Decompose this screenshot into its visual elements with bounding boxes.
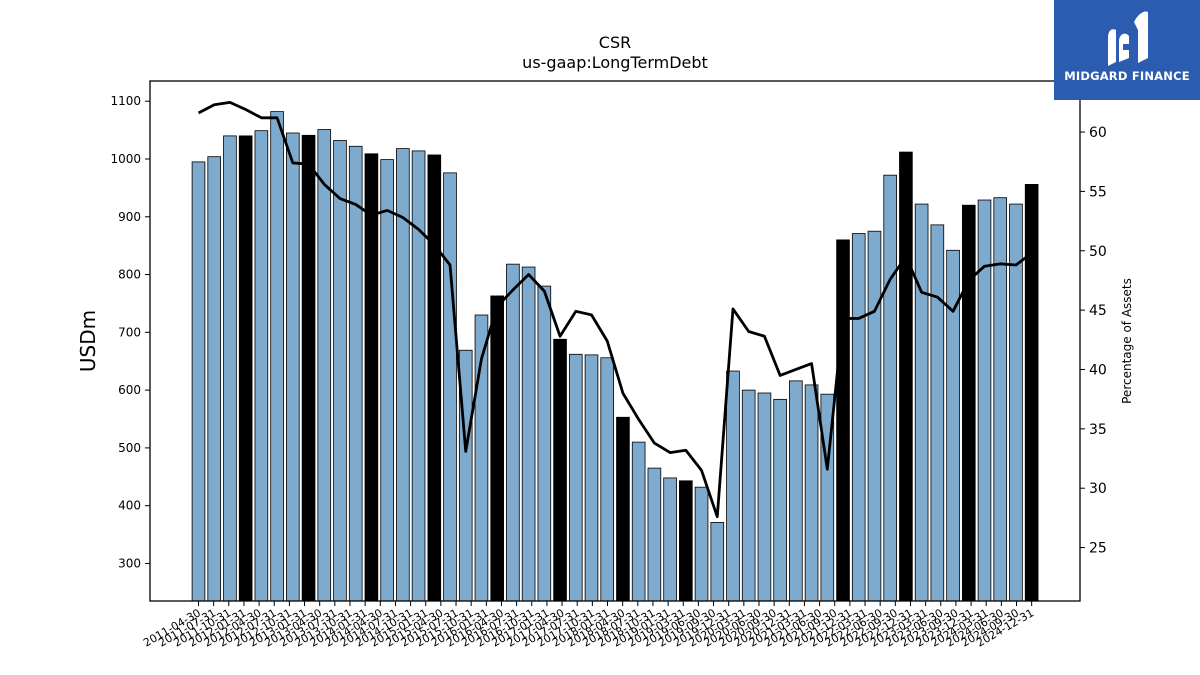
- bar: [427, 154, 442, 602]
- y-tick-label: 700: [118, 325, 141, 339]
- y-tick-label: 500: [118, 441, 141, 455]
- bar: [553, 338, 567, 602]
- x-axis: 2011-04-302011-07-312011-10-312012-01-31…: [141, 601, 1036, 650]
- bar: [568, 353, 583, 602]
- bar: [961, 204, 976, 602]
- bar: [899, 151, 913, 602]
- line-series: [197, 100, 1033, 519]
- bar-series: [191, 111, 1039, 602]
- chart-title-group: CSR us-gaap:LongTermDebt: [522, 33, 708, 72]
- bar: [207, 156, 222, 602]
- bar: [616, 416, 630, 602]
- bar: [883, 174, 897, 602]
- bar: [223, 135, 237, 602]
- chart-title: CSR: [599, 33, 631, 52]
- percentage-line: [197, 100, 1033, 519]
- y-axis-right: 25 30 35 40 45 50 55 60: [1080, 125, 1107, 557]
- bar: [584, 354, 599, 602]
- bar: [631, 441, 646, 602]
- y2-tick-label: 40: [1089, 362, 1107, 378]
- bar: [977, 199, 992, 602]
- y2-tick-label: 30: [1089, 481, 1107, 497]
- y-tick-label: 800: [118, 268, 141, 282]
- y-tick-label: 1000: [110, 152, 141, 166]
- y-tick-label: 600: [118, 383, 141, 397]
- bar: [238, 135, 253, 602]
- bar: [301, 134, 316, 602]
- y-axis-left: 300 400 500 600 700 800 900 1000 1100: [110, 94, 150, 570]
- bar: [741, 389, 756, 602]
- logo-text: MIDGARD FINANCE: [1064, 69, 1190, 83]
- y-tick-label: 300: [118, 556, 141, 570]
- bar: [851, 233, 866, 602]
- bar: [726, 370, 740, 602]
- bar: [317, 129, 332, 602]
- bar: [191, 161, 206, 602]
- bar: [443, 172, 457, 602]
- bar: [773, 398, 787, 602]
- bar: [348, 145, 363, 602]
- bar: [333, 140, 347, 602]
- bar: [867, 230, 882, 602]
- y2-tick-label: 55: [1089, 184, 1107, 200]
- y-axis-label: USDm: [76, 310, 100, 372]
- y-tick-label: 900: [118, 210, 141, 224]
- bar: [286, 132, 300, 602]
- bar: [490, 295, 504, 602]
- y-tick-label: 400: [118, 499, 141, 513]
- bar: [679, 480, 693, 602]
- brand-logo: MIDGARD FINANCE: [1054, 0, 1200, 100]
- bar: [647, 467, 662, 602]
- y2-tick-label: 35: [1089, 422, 1107, 438]
- midgard-finance-logo-icon: [1054, 0, 1200, 100]
- bar: [254, 130, 269, 602]
- bar: [930, 224, 945, 602]
- bar: [521, 266, 536, 602]
- y-tick-label: 1100: [110, 94, 141, 108]
- bar: [411, 150, 426, 602]
- bar: [537, 285, 552, 602]
- bar: [600, 357, 615, 602]
- plot-frame: [149, 80, 1081, 602]
- bar: [364, 153, 379, 602]
- bar: [804, 384, 819, 602]
- bar: [710, 522, 725, 602]
- bar: [663, 477, 677, 602]
- y2-axis-label: Percentage of Assets: [1120, 278, 1134, 404]
- bar: [506, 263, 520, 602]
- chart-subtitle: us-gaap:LongTermDebt: [522, 53, 708, 72]
- bar: [380, 159, 394, 602]
- bar: [836, 239, 850, 602]
- bar: [993, 197, 1008, 602]
- bar: [757, 392, 772, 602]
- bar: [789, 380, 803, 602]
- y2-tick-label: 60: [1089, 125, 1107, 141]
- y2-tick-label: 50: [1089, 244, 1107, 260]
- bar: [694, 486, 709, 602]
- y2-tick-label: 45: [1089, 303, 1107, 319]
- y2-tick-label: 25: [1089, 541, 1107, 557]
- bar: [1024, 184, 1039, 602]
- bar: [270, 111, 284, 602]
- bar: [914, 203, 929, 602]
